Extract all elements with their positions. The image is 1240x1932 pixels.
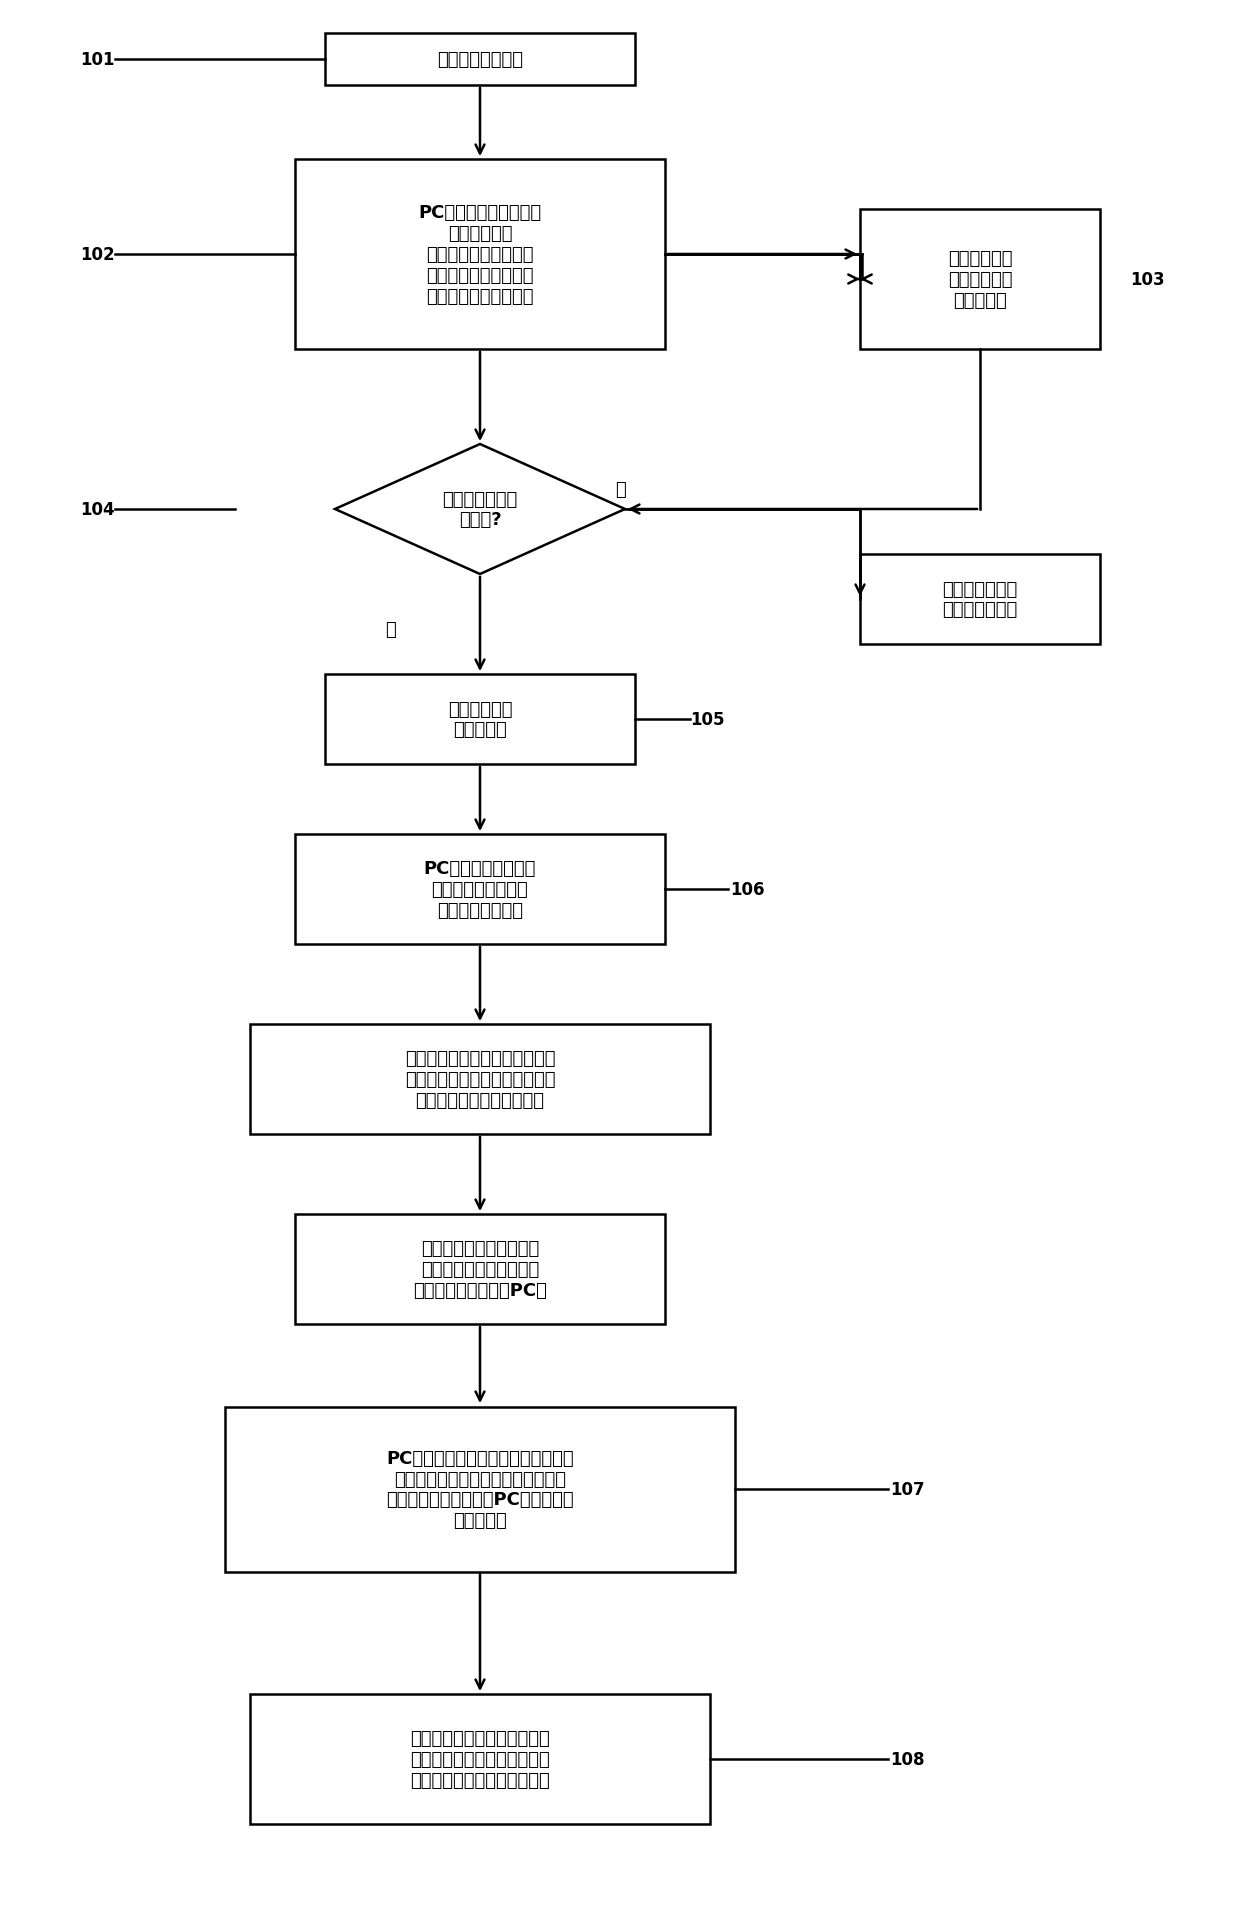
FancyBboxPatch shape — [250, 1024, 711, 1134]
FancyBboxPatch shape — [861, 554, 1100, 645]
Polygon shape — [335, 444, 625, 574]
Text: 改变一个输入信息，实时观测
显示屏幕对应输出的改变，诊
断出待检电控单元的故障性质: 改变一个输入信息，实时观测 显示屏幕对应输出的改变，诊 断出待检电控单元的故障性… — [410, 1729, 549, 1789]
FancyBboxPatch shape — [250, 1694, 711, 1824]
Text: 选择一个设定工况: 选择一个设定工况 — [436, 50, 523, 70]
Text: PC机监控及人机交互
模块将工况输入信息
发送给仿真控制器: PC机监控及人机交互 模块将工况输入信息 发送给仿真控制器 — [424, 860, 536, 920]
FancyBboxPatch shape — [295, 160, 665, 350]
Text: 106: 106 — [730, 881, 765, 898]
FancyBboxPatch shape — [861, 211, 1100, 350]
FancyBboxPatch shape — [325, 674, 635, 765]
Text: 仿真控制器向待检电控单元发送
传感器模拟信号、控制开关信号
以及发动机此时的相位信号: 仿真控制器向待检电控单元发送 传感器模拟信号、控制开关信号 以及发动机此时的相位… — [404, 1049, 556, 1109]
Text: PC机将标准输入信息通
过仿真控制器
发送给待检电控单元，
将标准输出响应信息送
入故障诊断及显示模块: PC机将标准输入信息通 过仿真控制器 发送给待检电控单元， 将标准输出响应信息送… — [418, 205, 542, 305]
FancyBboxPatch shape — [295, 835, 665, 945]
FancyBboxPatch shape — [224, 1406, 735, 1573]
Text: 101: 101 — [81, 50, 114, 70]
Text: PC机调用发动机模型并将模拟转速控
制参量输送给待检电控单元，得到的
驱动控制信号再反馈给PC机，直到输
出信号稳定: PC机调用发动机模型并将模拟转速控 制参量输送给待检电控单元，得到的 驱动控制信… — [386, 1449, 574, 1530]
FancyBboxPatch shape — [325, 35, 635, 85]
Text: 是: 是 — [615, 481, 625, 498]
Text: 108: 108 — [890, 1750, 925, 1768]
Text: 107: 107 — [890, 1480, 925, 1497]
Text: 待检电控单元输出驱动控
制信号，该驱动控制信号
经仿真控制器后返回PC机: 待检电控单元输出驱动控 制信号，该驱动控制信号 经仿真控制器后返回PC机 — [413, 1240, 547, 1298]
Text: 否: 否 — [384, 620, 396, 639]
Text: 103: 103 — [1130, 270, 1164, 290]
Text: 待检电控单元
对标准输入信
息进行处理: 待检电控单元 对标准输入信 息进行处理 — [947, 249, 1012, 309]
Text: 102: 102 — [81, 245, 114, 265]
Text: 105: 105 — [689, 711, 724, 728]
Text: 显示器中显示待
检电控单元正常: 显示器中显示待 检电控单元正常 — [942, 580, 1018, 618]
Text: 设定的允许偏差
范围内?: 设定的允许偏差 范围内? — [443, 491, 517, 529]
Text: 104: 104 — [81, 500, 114, 518]
Text: 测试人员改变
某输入信息: 测试人员改变 某输入信息 — [448, 699, 512, 740]
FancyBboxPatch shape — [295, 1215, 665, 1323]
